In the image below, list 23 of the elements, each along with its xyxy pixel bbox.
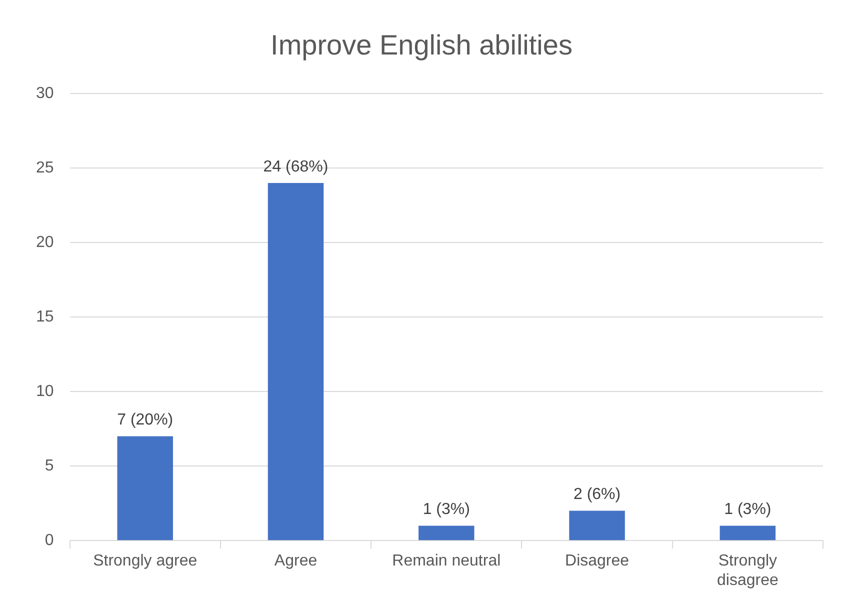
- y-tick-label: 20: [36, 234, 54, 252]
- data-label: 2 (6%): [573, 486, 621, 504]
- bar: [569, 510, 625, 540]
- bar: [720, 526, 776, 540]
- bar: [268, 183, 324, 540]
- y-tick-label: 0: [44, 532, 54, 550]
- y-tick-label: 30: [36, 85, 54, 102]
- data-label: 7 (20%): [117, 412, 174, 429]
- y-tick-label: 5: [44, 458, 54, 475]
- x-tick-label: Disagree: [565, 552, 630, 570]
- chart-title: Improve English abilities: [270, 30, 572, 61]
- x-tick-label: Strongly agree: [93, 552, 198, 570]
- x-tick-label: Remain neutral: [392, 552, 501, 570]
- x-tick-label: Strongly disagree: [716, 552, 778, 589]
- data-label: 24 (68%): [263, 158, 328, 176]
- x-tick-label: Agree: [274, 552, 318, 570]
- y-tick-label: 10: [36, 383, 54, 400]
- bar: [418, 526, 474, 540]
- y-tick-label: 15: [36, 308, 54, 326]
- y-tick-label: 25: [36, 160, 54, 177]
- data-label: 1 (3%): [724, 501, 772, 518]
- data-label: 1 (3%): [422, 501, 470, 518]
- bar: [117, 436, 173, 540]
